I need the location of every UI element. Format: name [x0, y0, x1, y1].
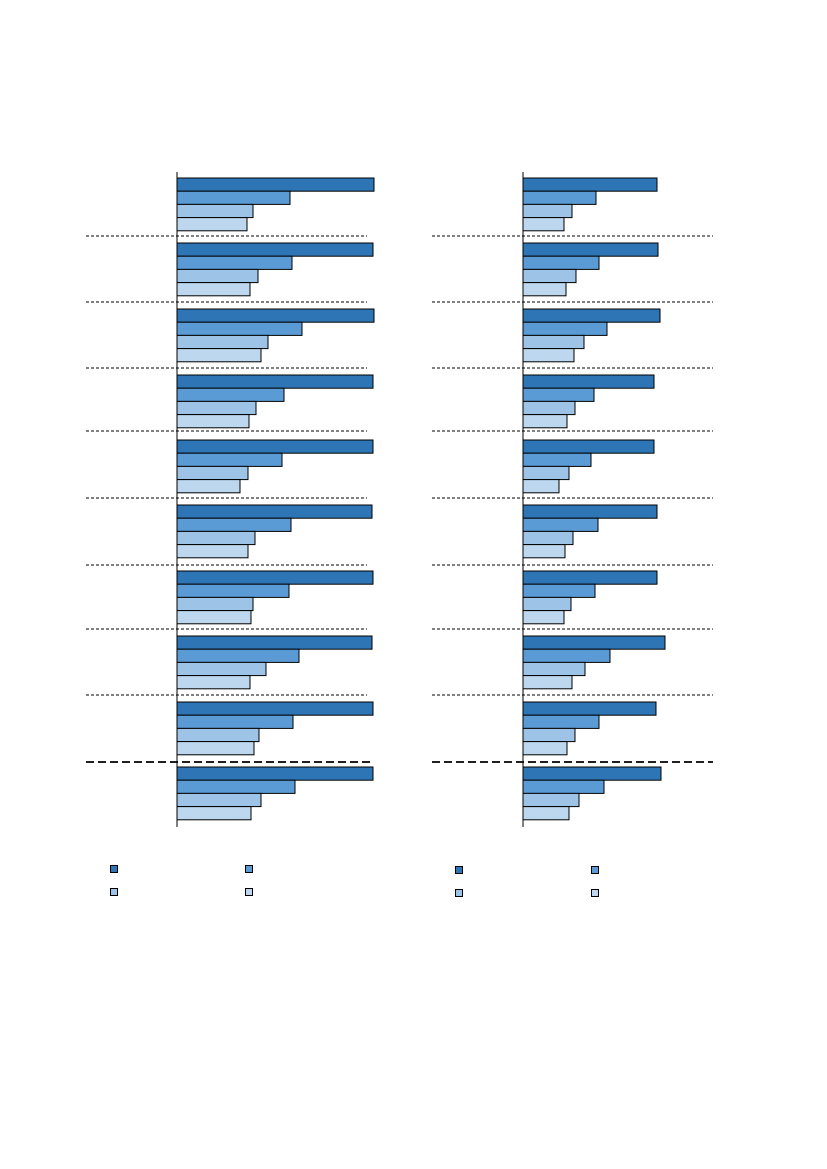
bar-group7-series4	[176, 610, 252, 625]
bar-group6-series4	[522, 544, 566, 559]
bar-group7-series3	[176, 596, 254, 612]
bar-group2-series1	[176, 242, 374, 257]
bar-group5-series3	[176, 465, 249, 481]
bar-group3-series4	[176, 348, 262, 363]
bar-group5-series4	[176, 479, 241, 494]
bar-group6-series1	[522, 504, 658, 519]
bar-group6-series2	[522, 517, 599, 532]
bar-group9-series2	[176, 714, 294, 729]
bar-group8-series2	[176, 648, 300, 663]
bar-group5-series3	[522, 465, 570, 481]
bar-group1-series1	[176, 177, 375, 192]
bar-group4-series1	[176, 374, 374, 389]
bar-group7-series1	[176, 570, 374, 585]
bar-group2-series3	[522, 268, 577, 284]
legend-marker-series4	[591, 889, 599, 897]
bar-group5-series2	[522, 452, 592, 467]
bar-group4-series2	[522, 387, 595, 402]
bar-group3-series3	[176, 334, 269, 350]
bar-group4-series3	[522, 400, 576, 416]
bar-group9-series4	[176, 741, 255, 756]
bar-group5-series4	[522, 479, 560, 494]
bar-group4-series4	[522, 414, 568, 429]
bar-group8-series2	[522, 648, 611, 663]
bar-group6-series1	[176, 504, 373, 519]
bar-group10-series2	[522, 779, 605, 794]
bar-group9-series3	[522, 727, 576, 743]
bar-group7-series2	[522, 583, 596, 598]
bar-group10-series4	[176, 806, 252, 821]
bar-group5-series1	[522, 439, 655, 454]
bar-group9-series1	[176, 701, 374, 716]
bar-group3-series2	[176, 321, 303, 336]
bar-group10-series3	[522, 792, 580, 808]
bar-group8-series3	[176, 661, 267, 677]
bar-group7-series1	[522, 570, 658, 585]
bar-group2-series2	[522, 255, 600, 270]
bar-group3-series3	[522, 334, 585, 350]
bar-group5-series1	[176, 439, 374, 454]
bar-group1-series4	[522, 217, 565, 232]
bar-group6-series2	[176, 517, 292, 532]
bar-group2-series1	[522, 242, 659, 257]
bar-group1-series3	[522, 203, 573, 219]
legend-marker-series4	[245, 888, 253, 896]
bar-group8-series1	[176, 635, 373, 650]
bar-group2-series4	[522, 282, 567, 297]
bar-group9-series4	[522, 741, 568, 756]
bar-group9-series2	[522, 714, 600, 729]
bar-group8-series1	[522, 635, 666, 650]
bar-group10-series2	[176, 779, 296, 794]
legend-marker-series1	[110, 865, 118, 873]
bar-group8-series3	[522, 661, 586, 677]
bar-group1-series1	[522, 177, 658, 192]
bar-group10-series3	[176, 792, 262, 808]
bar-group3-series2	[522, 321, 608, 336]
bar-group8-series4	[176, 675, 251, 690]
bar-group3-series4	[522, 348, 575, 363]
bar-group9-series1	[522, 701, 657, 716]
bar-group1-series2	[522, 190, 597, 205]
bar-group4-series1	[522, 374, 655, 389]
bar-group4-series4	[176, 414, 250, 429]
bar-group2-series3	[176, 268, 259, 284]
legend-marker-series3	[455, 889, 463, 897]
bar-group5-series2	[176, 452, 283, 467]
bar-group9-series3	[176, 727, 260, 743]
bar-group6-series4	[176, 544, 249, 559]
bar-group4-series3	[176, 400, 257, 416]
bar-group7-series3	[522, 596, 572, 612]
bar-group10-series4	[522, 806, 570, 821]
bar-group10-series1	[176, 766, 374, 781]
bar-group4-series2	[176, 387, 285, 402]
bar-group6-series3	[522, 530, 574, 546]
legend-marker-series2	[245, 865, 253, 873]
legend-marker-series2	[591, 866, 599, 874]
bar-group2-series2	[176, 255, 293, 270]
legend-marker-series1	[455, 866, 463, 874]
bar-group6-series3	[176, 530, 256, 546]
legend-marker-series3	[110, 888, 118, 896]
bar-group3-series1	[176, 308, 375, 323]
bar-group1-series3	[176, 203, 254, 219]
bar-group1-series4	[176, 217, 248, 232]
bar-group1-series2	[176, 190, 291, 205]
bar-group7-series2	[176, 583, 290, 598]
bar-group7-series4	[522, 610, 565, 625]
bar-group3-series1	[522, 308, 661, 323]
bar-group2-series4	[176, 282, 251, 297]
bar-group10-series1	[522, 766, 662, 781]
bar-group8-series4	[522, 675, 573, 690]
